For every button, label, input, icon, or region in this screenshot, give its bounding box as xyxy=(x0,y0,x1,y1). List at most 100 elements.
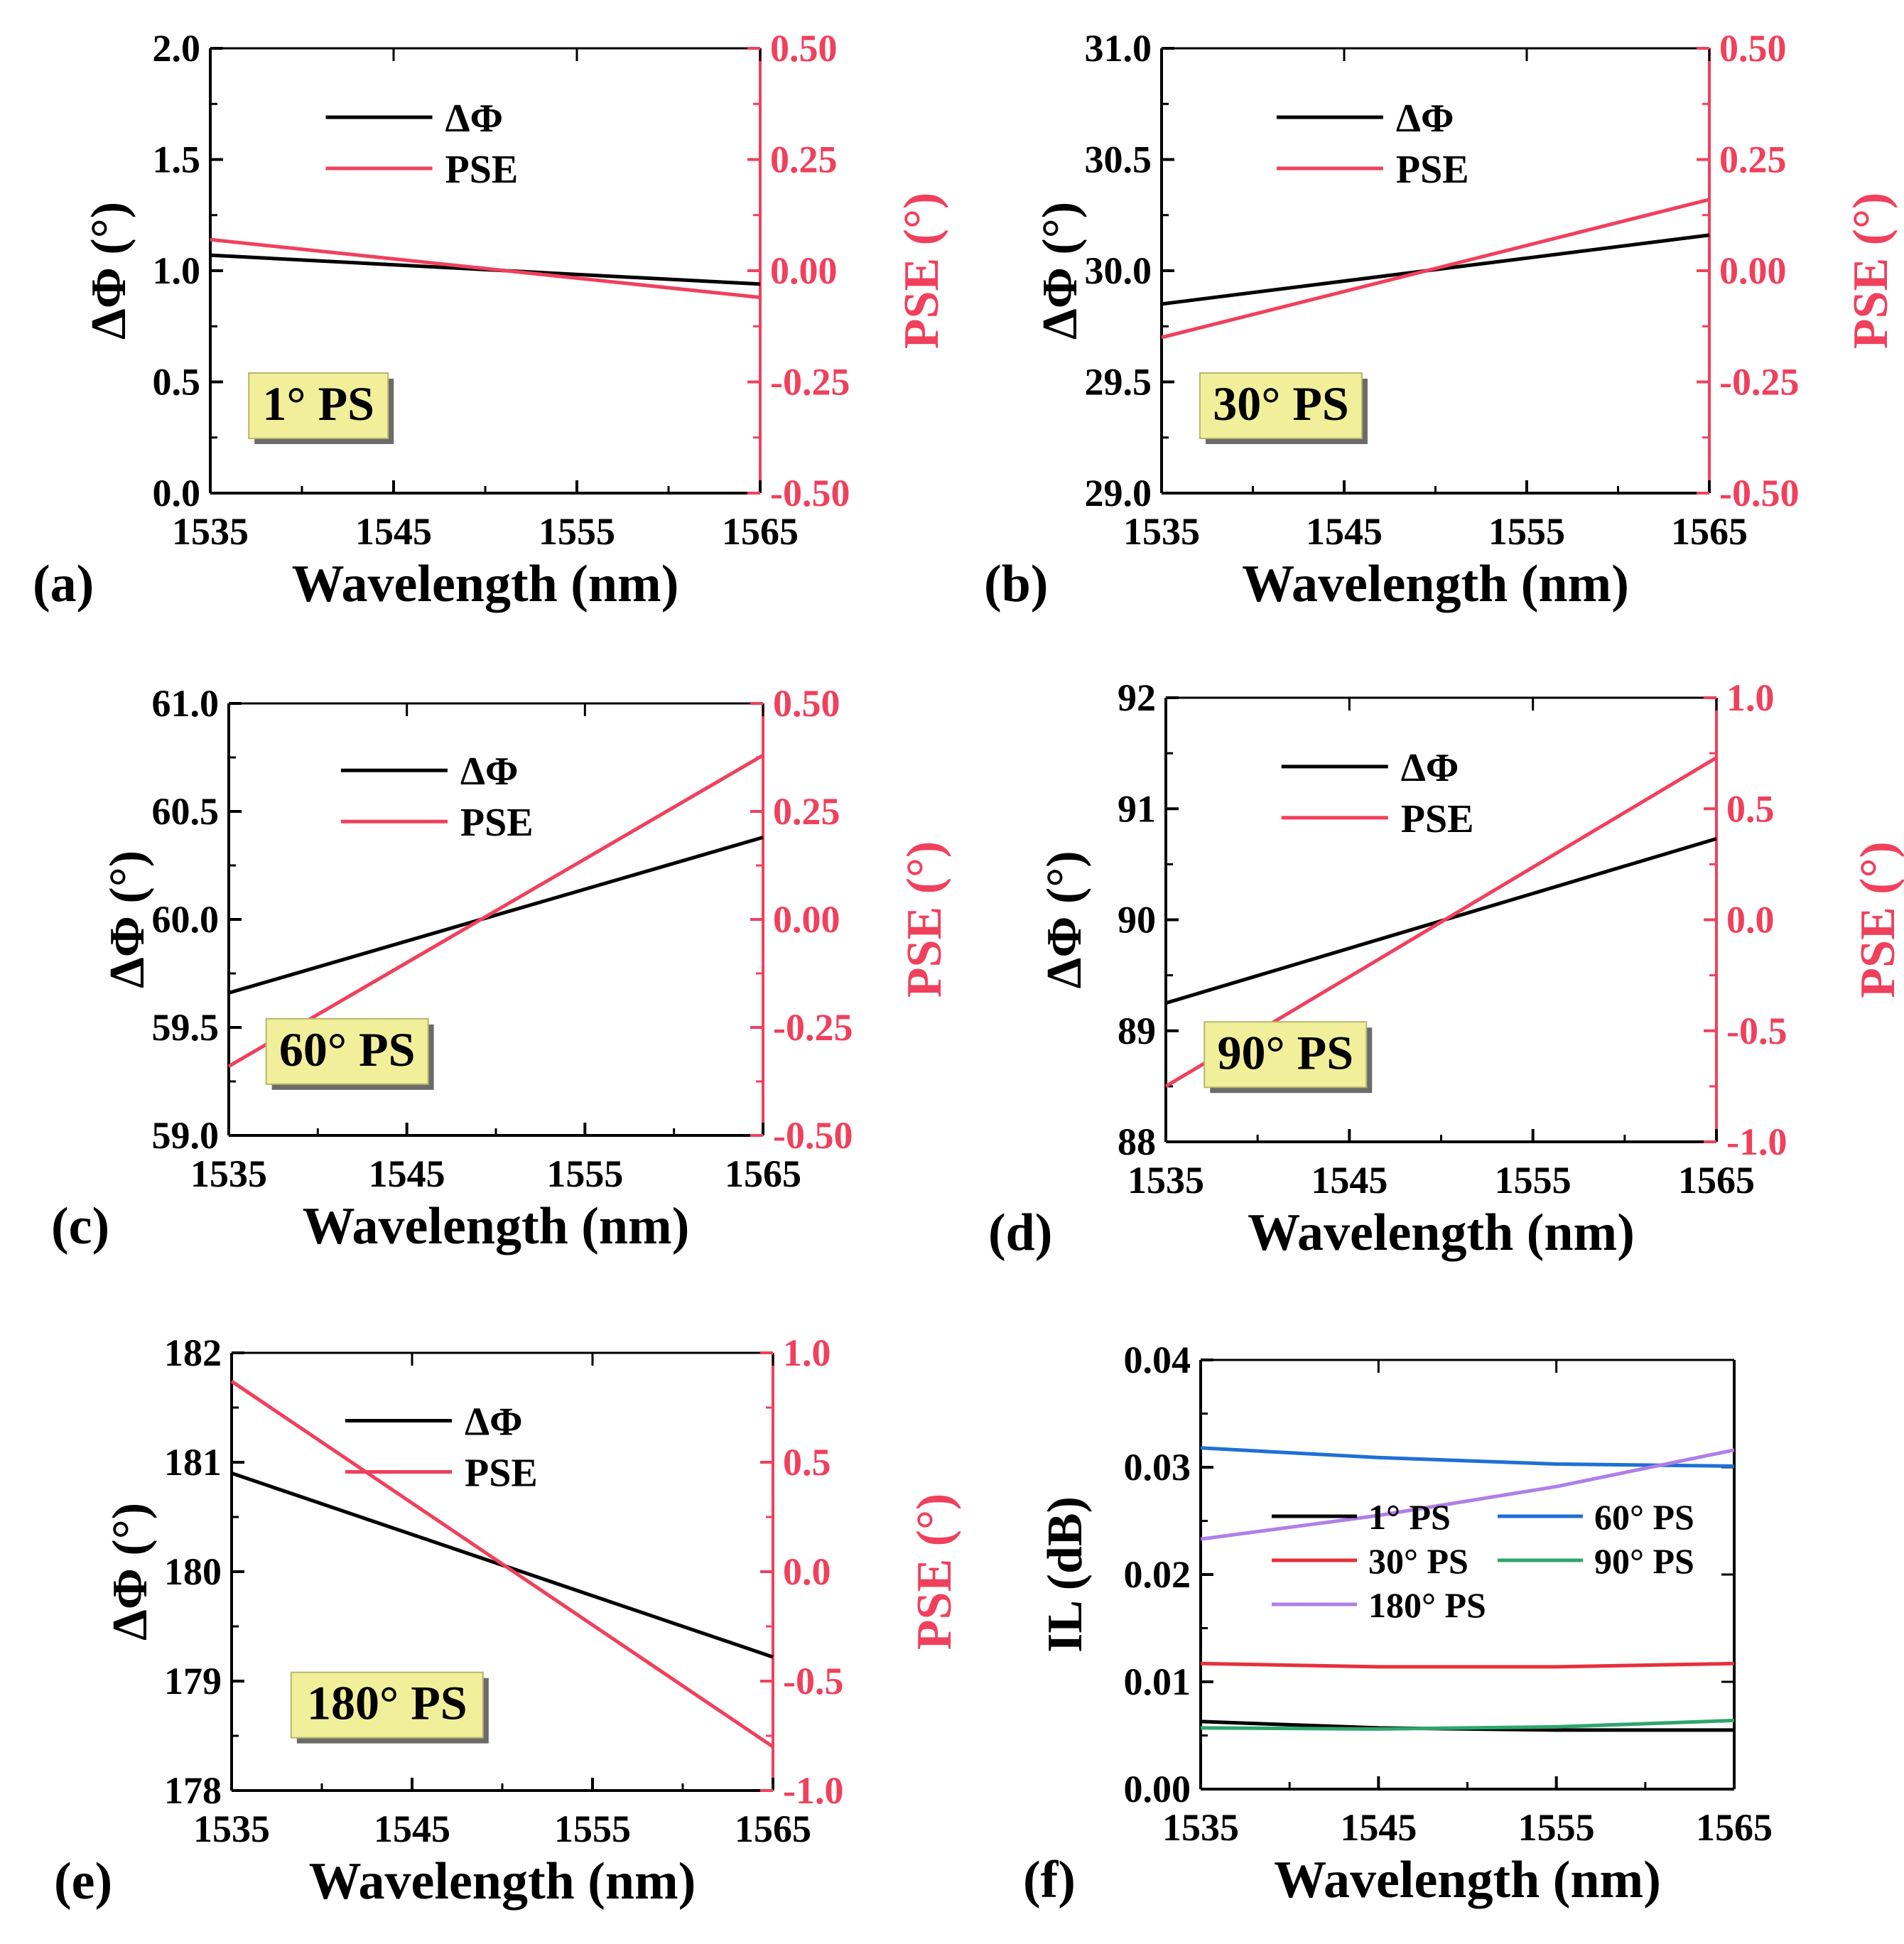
x-axis-label: Wavelength (nm) xyxy=(1248,1204,1635,1262)
panel-b: 1535 1545 1555 1565 29.0 29.5 30.0 30.5 31.0 -0.5… xyxy=(984,27,1898,613)
y-tick-label: 30.5 xyxy=(1085,139,1152,181)
badge-box xyxy=(248,372,389,439)
y-tick-label: 59.0 xyxy=(152,1114,220,1157)
x-tick-label: 1565 xyxy=(1696,1806,1773,1849)
badge-box xyxy=(265,1017,429,1085)
series-line-1 xyxy=(227,753,764,1068)
x-tick-label: 1565 xyxy=(735,1808,811,1850)
x-tick-label: 1555 xyxy=(539,510,615,553)
legend-label: 30° PS xyxy=(1368,1541,1468,1581)
panel-tag: (a) xyxy=(33,555,94,613)
panel-d: 1535 1545 1555 1565 88 89 90 91 92 -1.0 -0.5 0.0 0.5… xyxy=(988,676,1904,1262)
y2-tick-label: -0.50 xyxy=(770,472,850,514)
series-line-3 xyxy=(1200,1718,1735,1731)
y-tick-label: 1.0 xyxy=(153,249,201,292)
y-tick-label: 29.5 xyxy=(1085,361,1152,404)
y2-tick-label: 0.00 xyxy=(1719,249,1787,292)
x-tick-label: 1535 xyxy=(1162,1806,1239,1849)
badge-label: 30° PS xyxy=(1213,377,1349,431)
x-tick-label: 1545 xyxy=(355,510,432,553)
badge-box xyxy=(1199,372,1363,439)
series-line-1 xyxy=(230,1379,774,1749)
x-tick-label: 1565 xyxy=(722,510,799,553)
y-tick-label: 59.5 xyxy=(152,1006,220,1049)
x-tick-label: 1545 xyxy=(1311,1159,1388,1202)
y2-tick-label: -0.25 xyxy=(1719,361,1799,404)
x-tick-label: 1535 xyxy=(172,510,249,553)
y2-tick-label: 1.0 xyxy=(1726,676,1775,719)
y-tick-label: 182 xyxy=(164,1332,222,1374)
panel-tag: (c) xyxy=(51,1197,109,1256)
y-tick-label: 30.0 xyxy=(1085,249,1152,292)
x-axis-label: Wavelength (nm) xyxy=(1242,555,1629,613)
y-axis-label: ΔΦ (°) xyxy=(82,202,136,340)
x-tick-label: 1555 xyxy=(546,1152,623,1195)
badge-label: 90° PS xyxy=(1217,1025,1353,1079)
y-tick-label: 61.0 xyxy=(152,682,220,725)
series-line-0 xyxy=(228,836,764,995)
legend-label: PSE xyxy=(465,1451,538,1495)
series-line-1 xyxy=(210,237,761,300)
y2-tick-label: 0.50 xyxy=(1719,27,1787,70)
series-line-1 xyxy=(1200,1661,1735,1669)
x-tick-label: 1565 xyxy=(725,1152,801,1195)
x-tick-label: 1545 xyxy=(369,1152,445,1195)
y2-tick-label: 0.5 xyxy=(783,1441,831,1484)
y2-tick-label: -0.5 xyxy=(783,1660,843,1702)
x-tick-label: 1555 xyxy=(1518,1806,1595,1849)
y-tick-label: 90 xyxy=(1118,899,1156,941)
y2-tick-label: -1.0 xyxy=(783,1769,843,1812)
x-tick-label: 1535 xyxy=(193,1808,270,1850)
y2-axis-label: PSE (°) xyxy=(894,193,949,350)
y-axis-label: ΔΦ (°) xyxy=(1037,850,1092,988)
y2-tick-label: 0.25 xyxy=(773,790,840,833)
legend-label: ΔΦ xyxy=(1401,746,1459,790)
x-tick-label: 1535 xyxy=(1123,510,1200,553)
panel-tag: (f) xyxy=(1023,1851,1076,1909)
x-axis-label: Wavelength (nm) xyxy=(309,1852,696,1911)
panel-tag: (b) xyxy=(984,555,1048,613)
y-tick-label: 88 xyxy=(1118,1120,1156,1163)
y2-tick-label: 1.0 xyxy=(783,1332,831,1374)
panel-tag: (d) xyxy=(988,1204,1052,1262)
panel-e: 1535 1545 1555 1565 178 179 180 181 182 -1.0 -0.5 0… xyxy=(54,1332,962,1911)
y2-tick-label: -0.5 xyxy=(1726,1010,1787,1052)
legend-label: 180° PS xyxy=(1368,1585,1486,1625)
badge-label: 60° PS xyxy=(279,1022,416,1076)
x-axis-label: Wavelength (nm) xyxy=(292,555,679,613)
badge-label: 180° PS xyxy=(307,1676,467,1730)
x-tick-label: 1535 xyxy=(1127,1159,1204,1202)
badge-box xyxy=(1203,1021,1368,1089)
y2-tick-label: -0.25 xyxy=(773,1006,853,1049)
y2-tick-label: 0.50 xyxy=(773,682,840,725)
y2-tick-label: -0.25 xyxy=(770,361,850,404)
y2-axis-label: PSE (°) xyxy=(897,841,952,998)
x-tick-label: 1555 xyxy=(554,1808,631,1850)
legend-label: ΔΦ xyxy=(1396,97,1454,141)
y-axis-label: IL (dB) xyxy=(1038,1496,1093,1653)
series-line-1 xyxy=(1161,198,1710,340)
panel-c: 1535 1545 1555 1565 59.0 59.5 60.0 60.5 61.0 -0.5… xyxy=(51,682,952,1256)
x-axis-label: Wavelength (nm) xyxy=(303,1197,690,1256)
y-tick-label: 179 xyxy=(164,1660,222,1702)
x-tick-label: 1565 xyxy=(1678,1159,1755,1202)
legend-label: ΔΦ xyxy=(445,97,504,141)
y2-tick-label: 0.50 xyxy=(770,27,838,70)
y2-tick-label: -1.0 xyxy=(1726,1120,1787,1163)
y-tick-label: 0.5 xyxy=(153,361,201,404)
legend-label: ΔΦ xyxy=(465,1400,523,1444)
y-tick-label: 0.03 xyxy=(1124,1446,1191,1489)
legend-label: 1° PS xyxy=(1368,1497,1451,1537)
x-tick-label: 1545 xyxy=(1340,1806,1417,1849)
y-tick-label: 2.0 xyxy=(153,27,201,70)
y-tick-label: 92 xyxy=(1118,676,1156,719)
legend-label: PSE xyxy=(1396,148,1469,192)
x-tick-label: 1545 xyxy=(1306,510,1383,553)
legend-label: PSE xyxy=(445,148,519,192)
x-tick-label: 1555 xyxy=(1488,510,1565,553)
badge-label: 1° PS xyxy=(262,377,374,431)
y2-axis-label: PSE (°) xyxy=(1851,841,1904,998)
y-tick-label: 60.0 xyxy=(152,898,220,941)
y-tick-label: 0.01 xyxy=(1124,1660,1191,1703)
